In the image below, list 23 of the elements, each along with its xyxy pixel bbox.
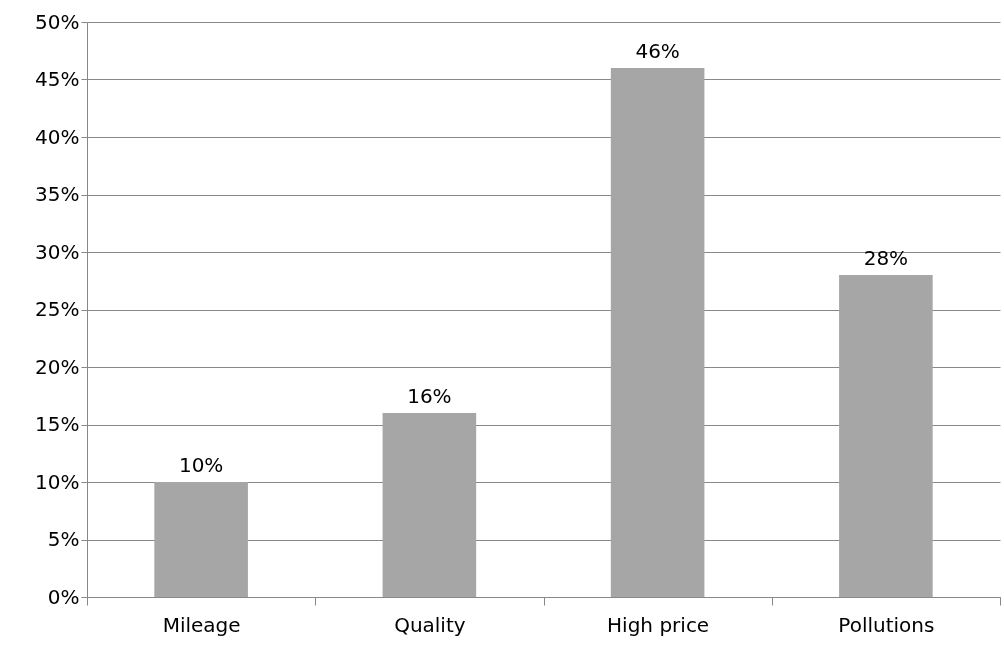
data-label: 28% — [863, 246, 909, 270]
x-tick-label: High price — [607, 612, 710, 637]
y-tick-label: 30% — [35, 239, 80, 264]
y-tick-label: 10% — [35, 469, 80, 494]
bar — [839, 275, 933, 597]
y-tick-label: 25% — [35, 297, 80, 321]
y-tick-label: 15% — [35, 412, 80, 436]
y-tick-label: 5% — [47, 527, 80, 551]
y-tick-label: 20% — [35, 354, 80, 379]
bar — [382, 413, 477, 597]
y-tick-label: 50% — [35, 9, 80, 34]
y-tick-label: 35% — [35, 182, 80, 206]
data-label: 46% — [635, 39, 680, 63]
data-label: 10% — [178, 453, 224, 477]
data-label: 16% — [407, 384, 452, 408]
y-tick-label: 40% — [35, 124, 80, 149]
bar — [610, 68, 705, 597]
x-tick-label: Pollutions — [838, 612, 935, 637]
bar — [154, 482, 248, 597]
x-tick-label: Quality — [394, 612, 466, 637]
y-tick-label: 45% — [35, 67, 80, 91]
y-tick-label: 0% — [47, 584, 80, 609]
x-tick-label: Mileage — [162, 612, 241, 637]
